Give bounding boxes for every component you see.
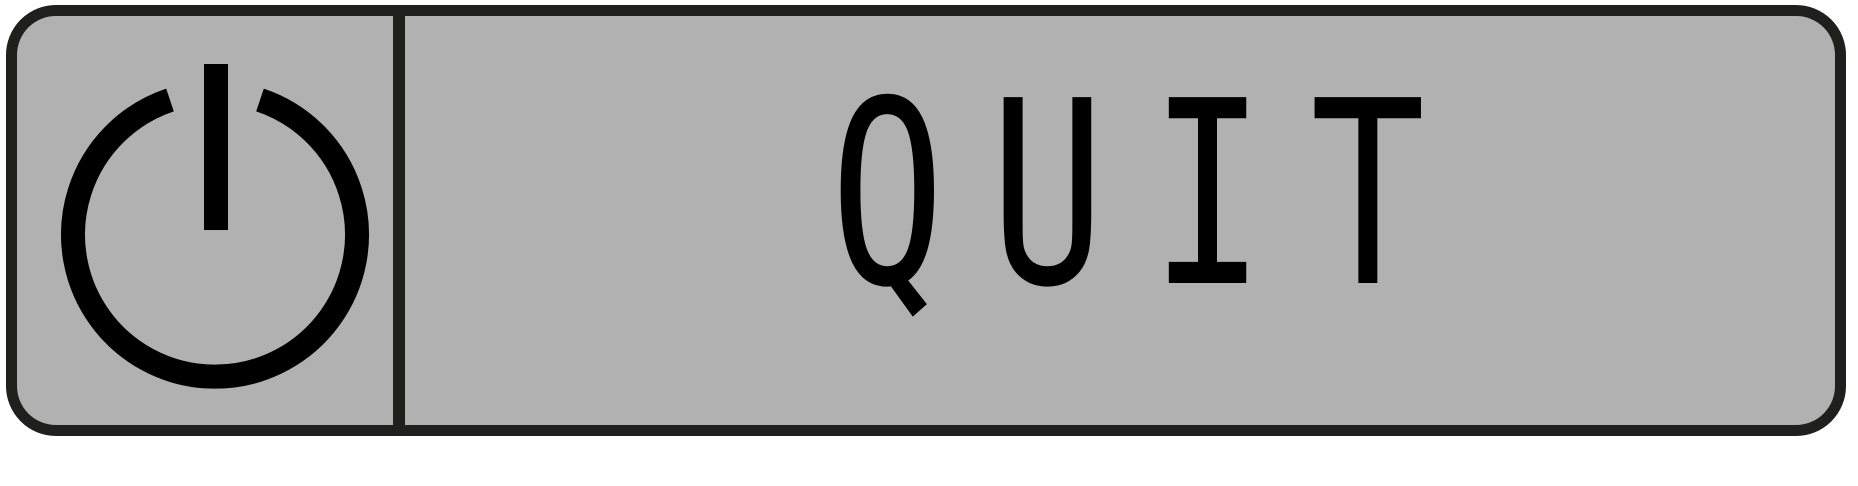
power-icon (61, 64, 369, 389)
quit-label: QUIT (829, 47, 1471, 344)
quit-button[interactable]: QUIT (6, 5, 1846, 436)
label-panel: QUIT (405, 16, 1835, 425)
icon-panel (17, 16, 405, 425)
